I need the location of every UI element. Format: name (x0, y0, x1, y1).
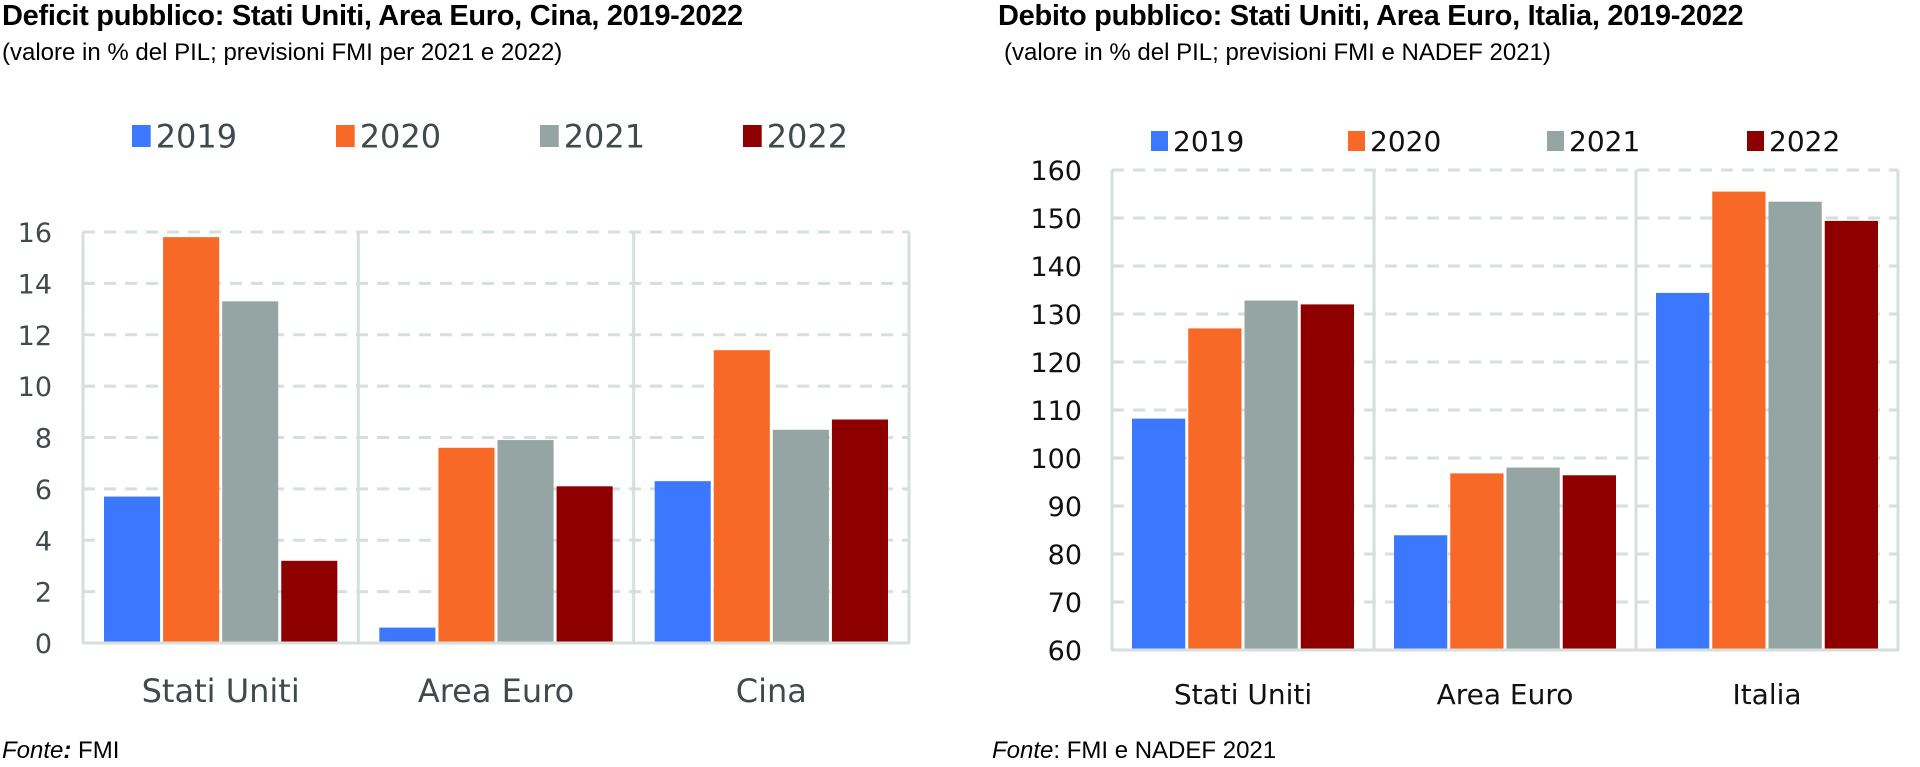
y-tick-label: 110 (1030, 396, 1082, 427)
bar-stati-uniti-2022 (281, 560, 338, 643)
source-label: Fonte (992, 737, 1054, 764)
y-tick-label: 4 (35, 526, 52, 557)
y-tick-label: 120 (1030, 348, 1082, 379)
legend-label-2022: 2022 (767, 118, 848, 156)
debt-chart: 60 70 80 90 100 110 120 130 140 150 160 Stati Uniti… (1030, 125, 1900, 711)
x-category-label: Area Euro (418, 672, 574, 710)
x-category-label: Italia (1732, 678, 1801, 711)
legend-swatch-2021 (540, 125, 559, 147)
x-category-label: Stati Uniti (142, 672, 300, 710)
x-category-label: Stati Uniti (1174, 678, 1312, 711)
chart-subtitle: (valore in % del PIL; previsioni FMI per… (2, 39, 563, 66)
bar-stati-uniti-2021 (222, 301, 279, 643)
y-tick-label: 130 (1030, 300, 1082, 331)
legend-label-2020: 2020 (360, 118, 441, 156)
y-tick-label: 16 (18, 218, 52, 249)
legend-label-2022: 2022 (1769, 125, 1840, 158)
deficit-chart-panel: Deficit pubblico: Stati Uniti, Area Euro… (2, 0, 911, 765)
source-separator: : (1053, 737, 1061, 764)
bar-area-euro-2021 (497, 440, 554, 643)
legend-swatch-2020 (336, 125, 355, 147)
y-tick-label: 150 (1030, 204, 1082, 235)
y-tick-label: 6 (35, 475, 52, 506)
debt-chart-panel: Debito pubblico: Stati Uniti, Area Euro,… (990, 0, 1920, 767)
bar-cina-2020 (713, 350, 770, 643)
bar-area-euro-2020 (1450, 473, 1504, 650)
bar-area-euro-2020 (438, 447, 495, 643)
legend-label-2019: 2019 (156, 118, 237, 156)
y-tick-label: 90 (1048, 492, 1082, 523)
legend-label-2019: 2019 (1173, 125, 1244, 158)
x-category-label: Area Euro (1437, 678, 1574, 711)
y-tick-label: 12 (18, 321, 52, 352)
chart-title: Debito pubblico: Stati Uniti, Area Euro,… (998, 0, 1744, 32)
source-text: FMI e NADEF 2021 (1060, 737, 1277, 764)
bar-italia-2021 (1768, 201, 1822, 650)
x-category-label: Cina (736, 672, 807, 710)
bar-area-euro-2019 (1394, 535, 1448, 650)
y-tick-label: 2 (35, 578, 52, 609)
y-tick-label: 160 (1030, 156, 1082, 187)
legend-swatch-2020 (1348, 131, 1365, 151)
bar-area-euro-2021 (1506, 467, 1560, 650)
y-tick-label: 0 (35, 629, 52, 660)
chart-source: Fonte: FMI (2, 737, 119, 765)
legend-swatch-2022 (743, 125, 762, 147)
chart-subtitle: (valore in % del PIL; previsioni FMI e N… (1004, 39, 1551, 66)
chart-source: Fonte: FMI e NADEF 2021 (992, 737, 1276, 765)
bar-italia-2020 (1712, 191, 1766, 650)
bar-stati-uniti-2021 (1244, 300, 1298, 650)
bar-stati-uniti-2020 (1188, 328, 1242, 650)
bar-area-euro-2019 (379, 627, 436, 643)
bar-italia-2022 (1824, 220, 1878, 650)
bar-stati-uniti-2019 (1132, 418, 1186, 650)
chart-title: Deficit pubblico: Stati Uniti, Area Euro… (2, 0, 743, 32)
legend-swatch-2019 (132, 125, 151, 147)
bar-stati-uniti-2019 (104, 496, 161, 643)
legend-swatch-2021 (1547, 131, 1564, 151)
y-tick-label: 60 (1048, 636, 1082, 667)
bar-italia-2019 (1656, 292, 1710, 650)
bar-area-euro-2022 (1562, 475, 1616, 650)
bar-cina-2019 (654, 481, 711, 643)
bar-stati-uniti-2020 (163, 237, 220, 643)
y-tick-label: 140 (1030, 252, 1082, 283)
bar-stati-uniti-2022 (1300, 304, 1354, 650)
y-tick-label: 8 (35, 424, 52, 455)
legend-label-2021: 2021 (564, 118, 645, 156)
legend-label-2021: 2021 (1569, 125, 1640, 158)
legend-label-2020: 2020 (1370, 125, 1441, 158)
legend-swatch-2019 (1151, 131, 1168, 151)
legend-swatch-2022 (1747, 131, 1764, 151)
deficit-chart: 0 2 4 6 8 10 12 14 16 Stati Uniti Area Euro Cina 201… (18, 118, 911, 710)
bar-cina-2022 (831, 419, 888, 643)
y-tick-label: 100 (1030, 444, 1082, 475)
y-tick-label: 70 (1048, 588, 1082, 619)
bar-cina-2021 (772, 429, 829, 643)
bar-area-euro-2022 (556, 486, 613, 643)
source-text: FMI (71, 737, 120, 764)
y-tick-label: 14 (18, 269, 52, 300)
y-tick-label: 10 (18, 372, 52, 403)
y-tick-label: 80 (1048, 540, 1082, 571)
source-separator: : (63, 737, 72, 764)
source-label: Fonte (2, 737, 64, 764)
